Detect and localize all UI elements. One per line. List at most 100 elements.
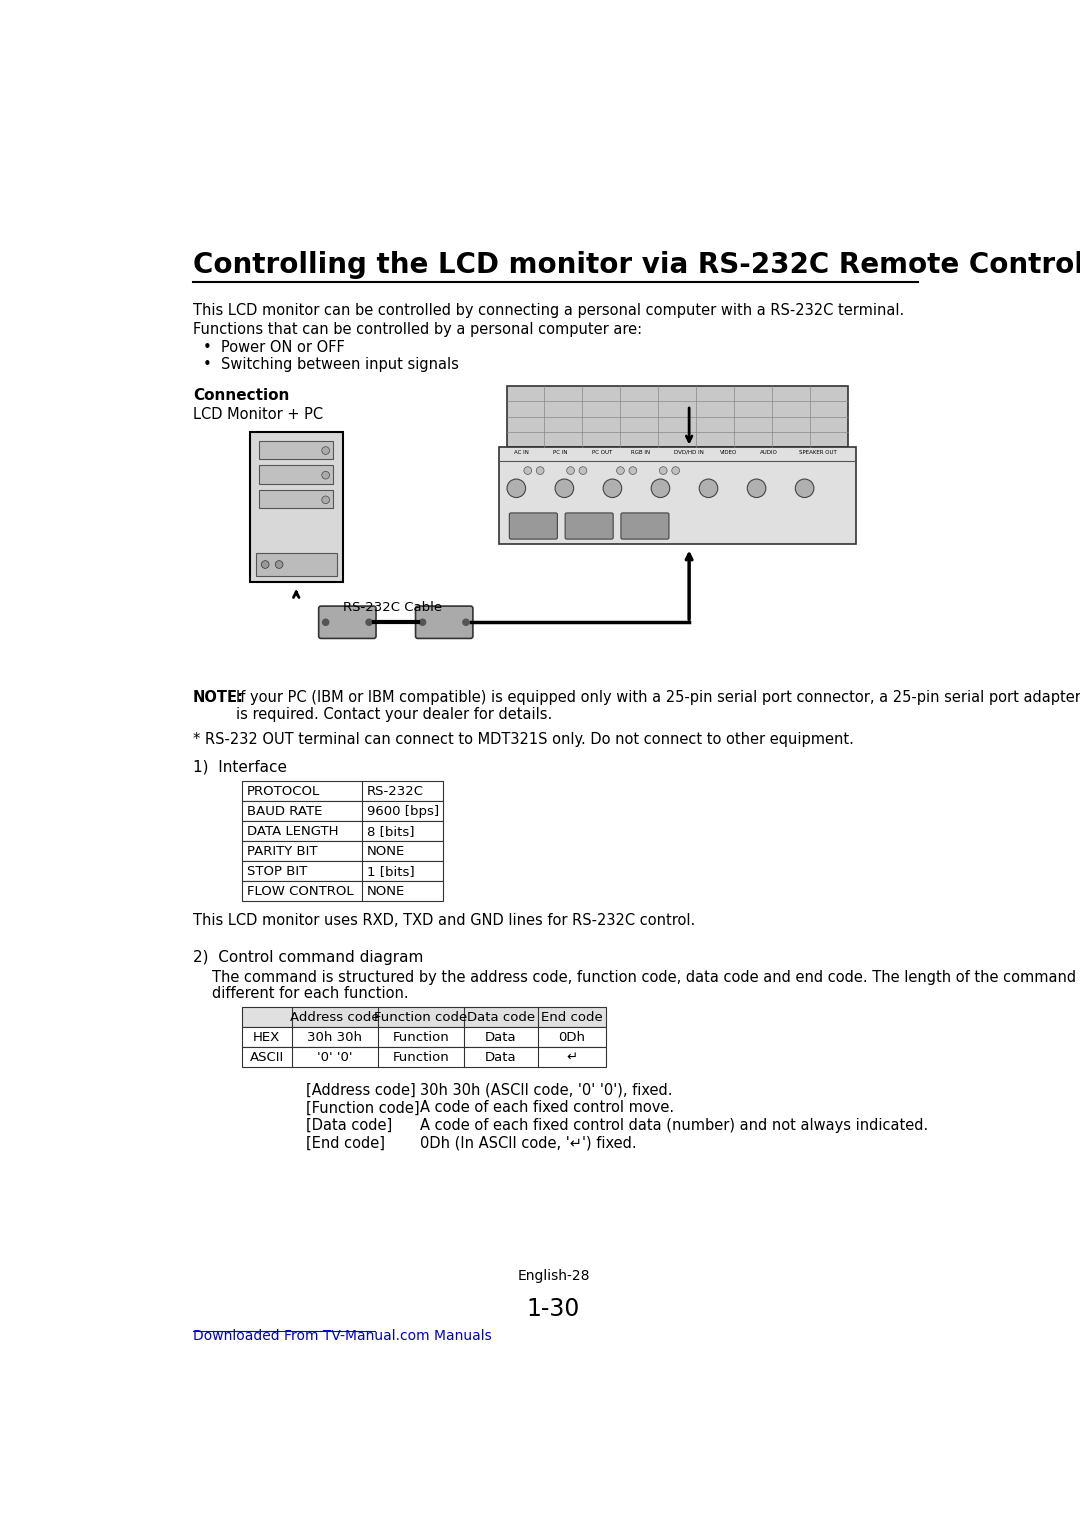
Text: [Function code]: [Function code]	[306, 1100, 419, 1115]
Text: A code of each fixed control move.: A code of each fixed control move.	[420, 1100, 674, 1115]
Text: PC OUT: PC OUT	[592, 449, 612, 455]
Circle shape	[537, 466, 544, 474]
Text: The command is structured by the address code, function code, data code and end : The command is structured by the address…	[213, 970, 1080, 986]
Text: NONE: NONE	[367, 885, 405, 898]
Text: RGB IN: RGB IN	[631, 449, 650, 455]
Text: •  Power ON or OFF: • Power ON or OFF	[203, 341, 345, 356]
Circle shape	[651, 480, 670, 498]
Circle shape	[629, 466, 637, 474]
Circle shape	[261, 561, 269, 568]
Text: 30h 30h: 30h 30h	[308, 1031, 363, 1044]
Circle shape	[795, 480, 814, 498]
FancyBboxPatch shape	[319, 607, 376, 639]
Text: AUDIO: AUDIO	[759, 449, 778, 455]
Text: PC IN: PC IN	[553, 449, 567, 455]
Text: PARITY BIT: PARITY BIT	[246, 845, 318, 857]
Text: is required. Contact your dealer for details.: is required. Contact your dealer for det…	[235, 707, 552, 721]
Text: Data: Data	[485, 1031, 516, 1044]
Text: English-28: English-28	[517, 1270, 590, 1284]
FancyBboxPatch shape	[510, 513, 557, 539]
Bar	[242, 801, 444, 821]
Circle shape	[555, 480, 573, 498]
Bar	[242, 840, 444, 860]
Text: Connection: Connection	[193, 388, 289, 403]
Text: SPEAKER OUT: SPEAKER OUT	[799, 449, 837, 455]
Circle shape	[463, 619, 469, 625]
Circle shape	[322, 471, 329, 480]
Text: 8 [bits]: 8 [bits]	[367, 825, 415, 837]
Bar	[242, 1027, 606, 1047]
Text: 30h 30h (ASCII code, '0' '0'), fixed.: 30h 30h (ASCII code, '0' '0'), fixed.	[420, 1083, 673, 1097]
Circle shape	[275, 561, 283, 568]
Text: HEX: HEX	[253, 1031, 281, 1044]
Circle shape	[419, 619, 426, 625]
Text: PROTOCOL: PROTOCOL	[246, 785, 320, 798]
Circle shape	[322, 446, 329, 454]
Text: This LCD monitor can be controlled by connecting a personal computer with a RS-2: This LCD monitor can be controlled by co…	[193, 304, 904, 318]
FancyBboxPatch shape	[621, 513, 669, 539]
Text: ↵: ↵	[567, 1051, 578, 1063]
Circle shape	[617, 466, 624, 474]
Text: '0' '0': '0' '0'	[318, 1051, 353, 1063]
Bar	[259, 490, 334, 509]
Circle shape	[567, 466, 575, 474]
Text: Data code: Data code	[467, 1010, 535, 1024]
Text: RS-232C Cable: RS-232C Cable	[342, 602, 442, 614]
Text: 2)  Control command diagram: 2) Control command diagram	[193, 950, 423, 966]
Text: End code: End code	[541, 1010, 603, 1024]
Text: NOTE:: NOTE:	[193, 691, 244, 704]
Circle shape	[747, 480, 766, 498]
Text: [End code]: [End code]	[306, 1135, 384, 1151]
Text: If your PC (IBM or IBM compatible) is equipped only with a 25-pin serial port co: If your PC (IBM or IBM compatible) is eq…	[235, 691, 1080, 704]
Text: * RS-232 OUT terminal can connect to MDT321S only. Do not connect to other equip: * RS-232 OUT terminal can connect to MDT…	[193, 732, 854, 747]
FancyBboxPatch shape	[565, 513, 613, 539]
Text: 1)  Interface: 1) Interface	[193, 759, 287, 775]
Circle shape	[524, 466, 531, 474]
Text: Data: Data	[485, 1051, 516, 1063]
Text: STOP BIT: STOP BIT	[246, 865, 307, 877]
Text: NONE: NONE	[367, 845, 405, 857]
Text: 0Dh: 0Dh	[558, 1031, 585, 1044]
Text: This LCD monitor uses RXD, TXD and GND lines for RS-232C control.: This LCD monitor uses RXD, TXD and GND l…	[193, 914, 696, 929]
Bar	[507, 387, 848, 448]
Text: DVD/HD IN: DVD/HD IN	[674, 449, 704, 455]
Text: Function: Function	[393, 1031, 449, 1044]
Text: •  Switching between input signals: • Switching between input signals	[203, 358, 459, 373]
Text: Downloaded From TV-Manual.com Manuals: Downloaded From TV-Manual.com Manuals	[193, 1329, 491, 1343]
Bar	[259, 465, 334, 484]
Text: 1 [bits]: 1 [bits]	[367, 865, 415, 877]
Bar	[256, 553, 337, 576]
Circle shape	[322, 497, 329, 504]
Bar	[242, 860, 444, 882]
Text: AC IN: AC IN	[513, 449, 528, 455]
Text: VIDEO: VIDEO	[720, 449, 738, 455]
Circle shape	[603, 480, 622, 498]
Text: A code of each fixed control data (number) and not always indicated.: A code of each fixed control data (numbe…	[420, 1118, 929, 1134]
Text: [Data code]: [Data code]	[306, 1118, 392, 1134]
Circle shape	[579, 466, 586, 474]
Circle shape	[699, 480, 718, 498]
Text: BAUD RATE: BAUD RATE	[246, 805, 322, 817]
FancyBboxPatch shape	[416, 607, 473, 639]
Circle shape	[672, 466, 679, 474]
Text: 9600 [bps]: 9600 [bps]	[367, 805, 438, 817]
Circle shape	[660, 466, 667, 474]
Bar	[242, 882, 444, 902]
Text: Controlling the LCD monitor via RS-232C Remote Control: Controlling the LCD monitor via RS-232C …	[193, 251, 1080, 280]
Text: RS-232C: RS-232C	[367, 785, 423, 798]
Bar	[242, 1007, 606, 1027]
Text: 1-30: 1-30	[527, 1297, 580, 1320]
Text: LCD Monitor + PC: LCD Monitor + PC	[193, 406, 323, 422]
Bar	[499, 448, 855, 544]
Circle shape	[366, 619, 373, 625]
Text: Function: Function	[393, 1051, 449, 1063]
Text: FLOW CONTROL: FLOW CONTROL	[246, 885, 353, 898]
Circle shape	[507, 480, 526, 498]
Bar	[242, 1047, 606, 1068]
Text: [Address code]: [Address code]	[306, 1083, 415, 1097]
Text: ASCII: ASCII	[249, 1051, 284, 1063]
Bar	[242, 781, 444, 801]
Text: DATA LENGTH: DATA LENGTH	[246, 825, 338, 837]
Bar	[242, 821, 444, 840]
Text: 0Dh (In ASCII code, '↵') fixed.: 0Dh (In ASCII code, '↵') fixed.	[420, 1135, 637, 1151]
